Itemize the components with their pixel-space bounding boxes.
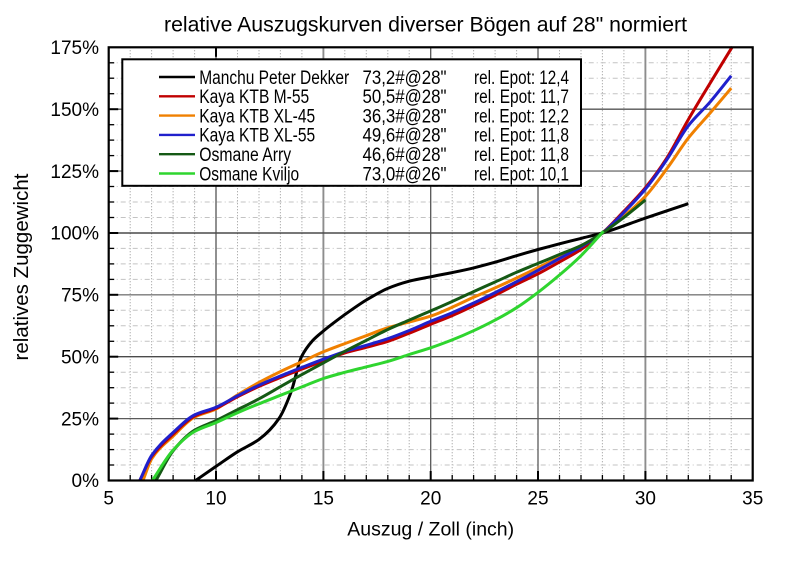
svg-text:35: 35: [742, 488, 763, 509]
svg-text:20: 20: [420, 488, 441, 509]
svg-text:125%: 125%: [50, 162, 99, 183]
svg-text:50%: 50%: [61, 347, 99, 368]
svg-text:Osmane Arry: Osmane Arry: [199, 145, 291, 166]
svg-text:30: 30: [635, 488, 656, 509]
svg-text:150%: 150%: [50, 100, 99, 121]
svg-text:49,6#@28": 49,6#@28": [363, 126, 447, 147]
svg-text:rel. Epot: 11,8: rel. Epot: 11,8: [474, 145, 569, 166]
svg-text:175%: 175%: [50, 38, 99, 59]
svg-text:rel. Epot: 11,8: rel. Epot: 11,8: [474, 126, 569, 147]
svg-text:15: 15: [313, 488, 334, 509]
svg-text:rel. Epot: 12,2: rel. Epot: 12,2: [474, 106, 569, 127]
svg-text:rel. Epot: 12,4: rel. Epot: 12,4: [474, 68, 569, 89]
svg-text:Kaya KTB M-55: Kaya KTB M-55: [199, 87, 309, 108]
svg-text:Osmane Kviljo: Osmane Kviljo: [199, 164, 299, 185]
svg-text:rel. Epot: 11,7: rel. Epot: 11,7: [474, 87, 569, 108]
svg-text:Kaya KTB XL-45: Kaya KTB XL-45: [199, 106, 315, 127]
svg-text:46,6#@28": 46,6#@28": [363, 145, 447, 166]
svg-text:5: 5: [103, 488, 114, 509]
svg-text:Kaya KTB XL-55: Kaya KTB XL-55: [199, 126, 315, 147]
svg-text:0%: 0%: [72, 471, 100, 492]
svg-text:36,3#@28": 36,3#@28": [363, 106, 447, 127]
svg-text:25: 25: [527, 488, 548, 509]
svg-text:relative Auszugskurven diverse: relative Auszugskurven diverser Bögen au…: [164, 14, 687, 37]
svg-text:73,2#@28": 73,2#@28": [363, 68, 447, 89]
svg-text:73,0#@26": 73,0#@26": [363, 164, 447, 185]
svg-text:Auszug / Zoll (inch): Auszug / Zoll (inch): [347, 519, 514, 541]
svg-text:10: 10: [205, 488, 226, 509]
svg-text:75%: 75%: [61, 286, 99, 307]
svg-text:rel. Epot: 10,1: rel. Epot: 10,1: [474, 164, 569, 185]
svg-text:100%: 100%: [50, 224, 99, 245]
svg-text:Manchu Peter Dekker: Manchu Peter Dekker: [199, 68, 350, 89]
svg-text:relatives Zuggewicht: relatives Zuggewicht: [10, 173, 33, 360]
svg-text:25%: 25%: [61, 409, 99, 430]
svg-text:50,5#@28": 50,5#@28": [363, 87, 447, 108]
